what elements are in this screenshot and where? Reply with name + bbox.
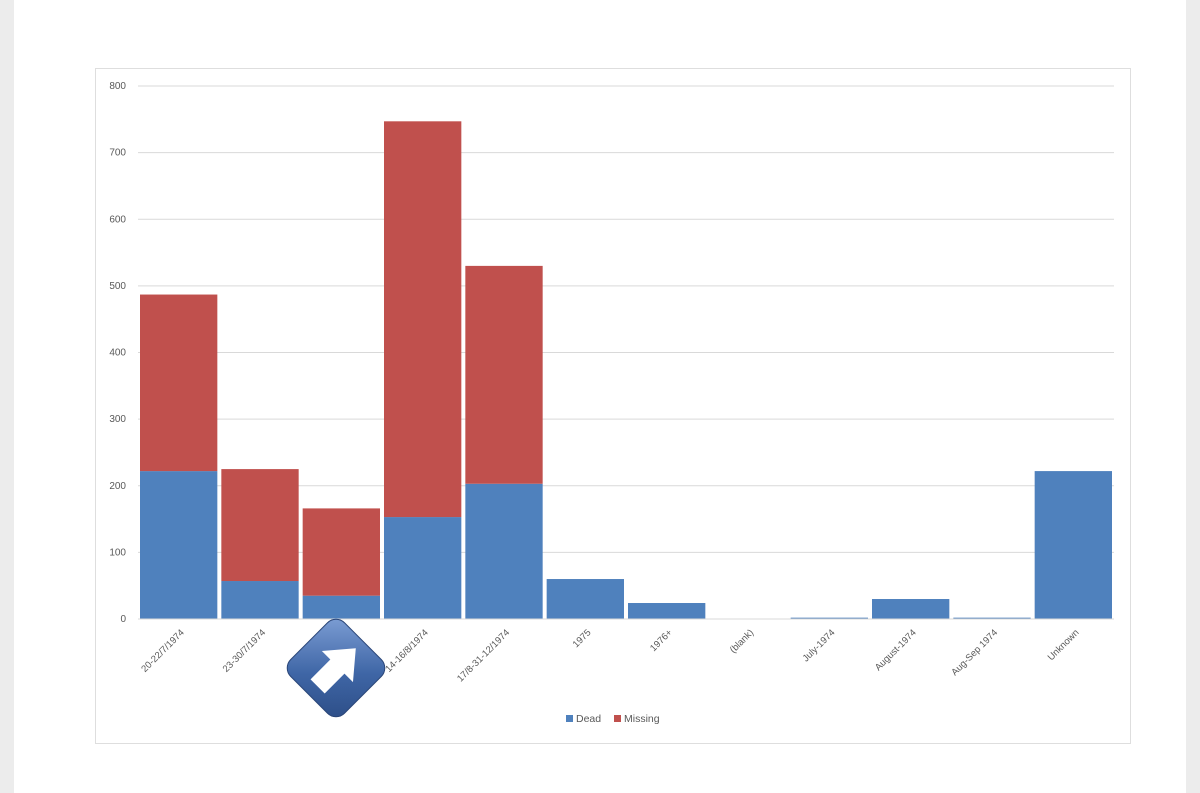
y-axis: 0 100 200 300 400 500 600 700 800 [109,81,126,625]
x-tick-label: 17/8-31-12/1974 [455,627,512,684]
x-tick-label: Aug-Sep 1974 [949,627,1000,678]
page-background: 0 100 200 300 400 500 600 700 800 20-22/7/1974 23… [14,0,1186,793]
legend-swatch-dead [566,715,573,722]
x-tick-label: 23-30/7/1974 [221,627,268,674]
stacked-bar-chart: 0 100 200 300 400 500 600 700 800 20-22/7/1974 23… [109,81,1114,725]
bar-dead [628,603,706,619]
y-tick-label: 200 [109,481,126,492]
bar-missing [221,469,299,582]
y-tick-label: 0 [120,614,126,625]
x-tick-label: Unknown [1046,627,1082,663]
y-tick-label: 800 [109,81,126,92]
bar-dead [790,617,868,619]
bar-dead [302,595,380,619]
y-tick-label: 500 [109,281,126,292]
y-tick-label: 400 [109,348,126,359]
bar-missing [465,265,543,484]
x-tick-label: (blank) [728,627,756,655]
legend-swatch-missing [614,715,621,722]
bar-dead [384,517,462,619]
bars [140,121,1112,619]
bar-dead [221,581,299,619]
x-tick-label: 20-22/7/1974 [139,627,186,674]
bar-dead [1034,471,1112,619]
bar-dead [546,579,624,619]
y-tick-label: 100 [109,547,126,558]
bar-dead [872,599,950,619]
arrow-up-right-icon [280,612,392,724]
x-tick-label: 1975 [571,627,594,650]
y-tick-label: 600 [109,214,126,225]
legend-label-dead: Dead [576,713,601,725]
legend: Dead Missing [566,713,660,725]
x-tick-label: July-1974 [801,627,838,664]
chart-frame: 0 100 200 300 400 500 600 700 800 20-22/7/1974 23… [95,68,1131,744]
x-tick-label: August-1974 [873,627,919,673]
gridlines [138,85,1114,620]
x-tick-label: 1976+ [648,627,675,654]
y-tick-label: 300 [109,414,126,425]
bar-missing [302,508,380,596]
y-tick-label: 700 [109,148,126,159]
bar-missing [384,121,462,518]
bar-dead [465,483,543,619]
bar-dead [953,617,1031,619]
bar-dead [140,471,218,619]
legend-label-missing: Missing [624,713,660,725]
bar-missing [140,294,218,472]
